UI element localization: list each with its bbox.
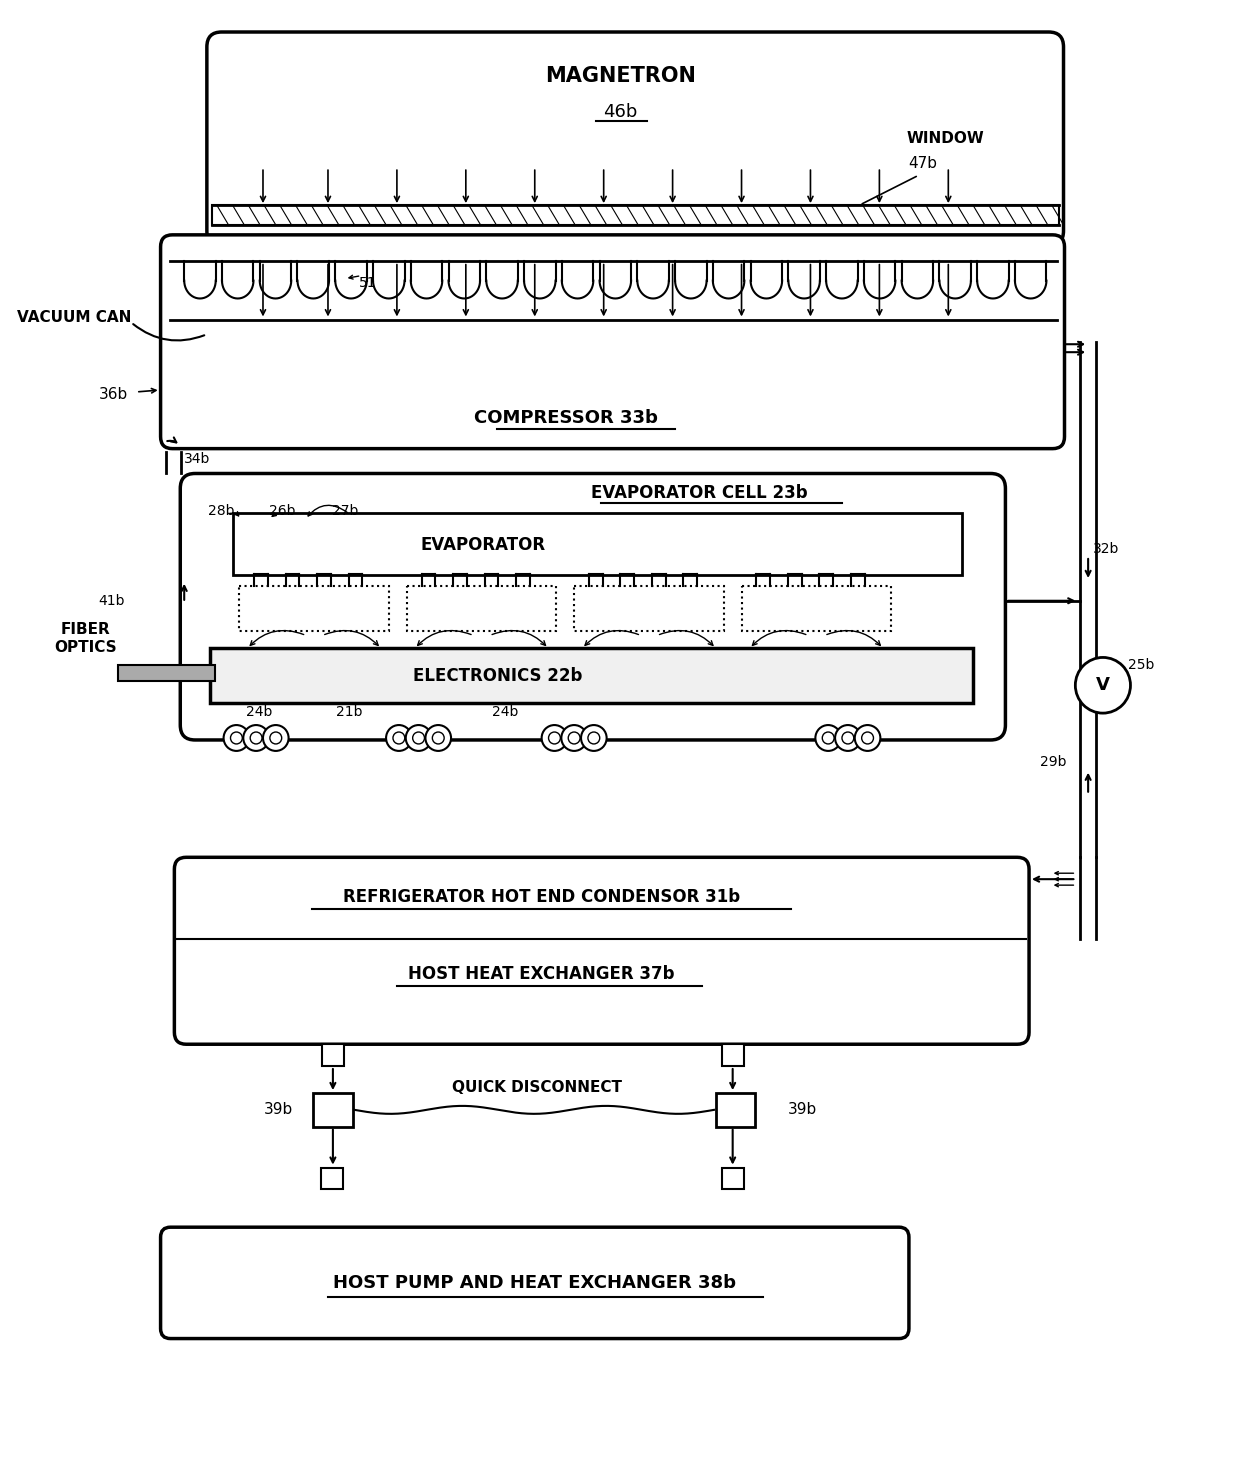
Text: COMPRESSOR 33b: COMPRESSOR 33b bbox=[475, 409, 658, 426]
Bar bbox=[239, 587, 389, 631]
Circle shape bbox=[842, 732, 854, 744]
Bar bbox=[118, 666, 215, 681]
Circle shape bbox=[582, 725, 606, 751]
Text: EVAPORATOR CELL 23b: EVAPORATOR CELL 23b bbox=[591, 485, 807, 503]
Text: REFRIGERATOR HOT END CONDENSOR 31b: REFRIGERATOR HOT END CONDENSOR 31b bbox=[343, 888, 740, 906]
Text: 21b: 21b bbox=[336, 706, 363, 719]
Circle shape bbox=[862, 732, 873, 744]
Text: EVAPORATOR: EVAPORATOR bbox=[420, 537, 546, 554]
Bar bbox=[742, 587, 892, 631]
FancyBboxPatch shape bbox=[161, 235, 1064, 448]
Bar bbox=[407, 587, 557, 631]
Text: V: V bbox=[1096, 676, 1110, 694]
Circle shape bbox=[542, 725, 567, 751]
Bar bbox=[321, 1167, 342, 1189]
Text: HOST PUMP AND HEAT EXCHANGER 38b: HOST PUMP AND HEAT EXCHANGER 38b bbox=[334, 1274, 737, 1292]
Circle shape bbox=[1075, 657, 1131, 713]
Text: 29b: 29b bbox=[1040, 756, 1066, 769]
Bar bbox=[210, 648, 973, 703]
Circle shape bbox=[413, 732, 424, 744]
Circle shape bbox=[835, 725, 861, 751]
Circle shape bbox=[822, 732, 835, 744]
FancyBboxPatch shape bbox=[180, 473, 1006, 739]
Bar bbox=[212, 204, 1059, 225]
Circle shape bbox=[263, 725, 289, 751]
Text: 24b: 24b bbox=[492, 706, 518, 719]
Text: 47b: 47b bbox=[908, 156, 937, 171]
Text: 28b: 28b bbox=[208, 504, 234, 519]
Text: 39b: 39b bbox=[264, 1102, 294, 1117]
Text: 46b: 46b bbox=[603, 103, 637, 121]
Bar bbox=[322, 1044, 343, 1066]
Circle shape bbox=[425, 725, 451, 751]
Circle shape bbox=[548, 732, 560, 744]
Circle shape bbox=[223, 725, 249, 751]
Text: 26b: 26b bbox=[269, 504, 296, 519]
Circle shape bbox=[568, 732, 580, 744]
Text: 39b: 39b bbox=[787, 1102, 817, 1117]
Text: VACUUM CAN: VACUUM CAN bbox=[17, 310, 131, 325]
Circle shape bbox=[433, 732, 444, 744]
Text: ELECTRONICS 22b: ELECTRONICS 22b bbox=[413, 667, 582, 685]
Circle shape bbox=[250, 732, 262, 744]
Circle shape bbox=[816, 725, 841, 751]
Text: 25b: 25b bbox=[1127, 659, 1154, 672]
Text: QUICK DISCONNECT: QUICK DISCONNECT bbox=[451, 1080, 621, 1095]
Text: 51: 51 bbox=[358, 275, 376, 290]
Circle shape bbox=[393, 732, 404, 744]
FancyBboxPatch shape bbox=[207, 32, 1064, 245]
Text: HOST HEAT EXCHANGER 37b: HOST HEAT EXCHANGER 37b bbox=[408, 964, 675, 982]
Circle shape bbox=[562, 725, 587, 751]
Text: 36b: 36b bbox=[99, 388, 128, 403]
Text: WINDOW: WINDOW bbox=[906, 131, 985, 146]
Text: FIBER
OPTICS: FIBER OPTICS bbox=[55, 622, 117, 654]
FancyBboxPatch shape bbox=[161, 1227, 909, 1339]
Circle shape bbox=[588, 732, 600, 744]
Circle shape bbox=[231, 732, 242, 744]
Text: 41b: 41b bbox=[98, 594, 124, 607]
Circle shape bbox=[405, 725, 432, 751]
Bar bbox=[233, 513, 962, 575]
Circle shape bbox=[386, 725, 412, 751]
Text: 27b: 27b bbox=[331, 504, 358, 519]
Text: 24b: 24b bbox=[246, 706, 273, 719]
Circle shape bbox=[243, 725, 269, 751]
Text: 34b: 34b bbox=[184, 451, 211, 466]
Bar bbox=[715, 1094, 755, 1127]
Bar bbox=[722, 1167, 744, 1189]
Circle shape bbox=[854, 725, 880, 751]
FancyBboxPatch shape bbox=[175, 857, 1029, 1044]
Bar bbox=[574, 587, 724, 631]
Bar bbox=[722, 1044, 744, 1066]
Text: MAGNETRON: MAGNETRON bbox=[546, 66, 696, 85]
Circle shape bbox=[270, 732, 281, 744]
Bar bbox=[314, 1094, 352, 1127]
Text: 32b: 32b bbox=[1092, 542, 1118, 556]
